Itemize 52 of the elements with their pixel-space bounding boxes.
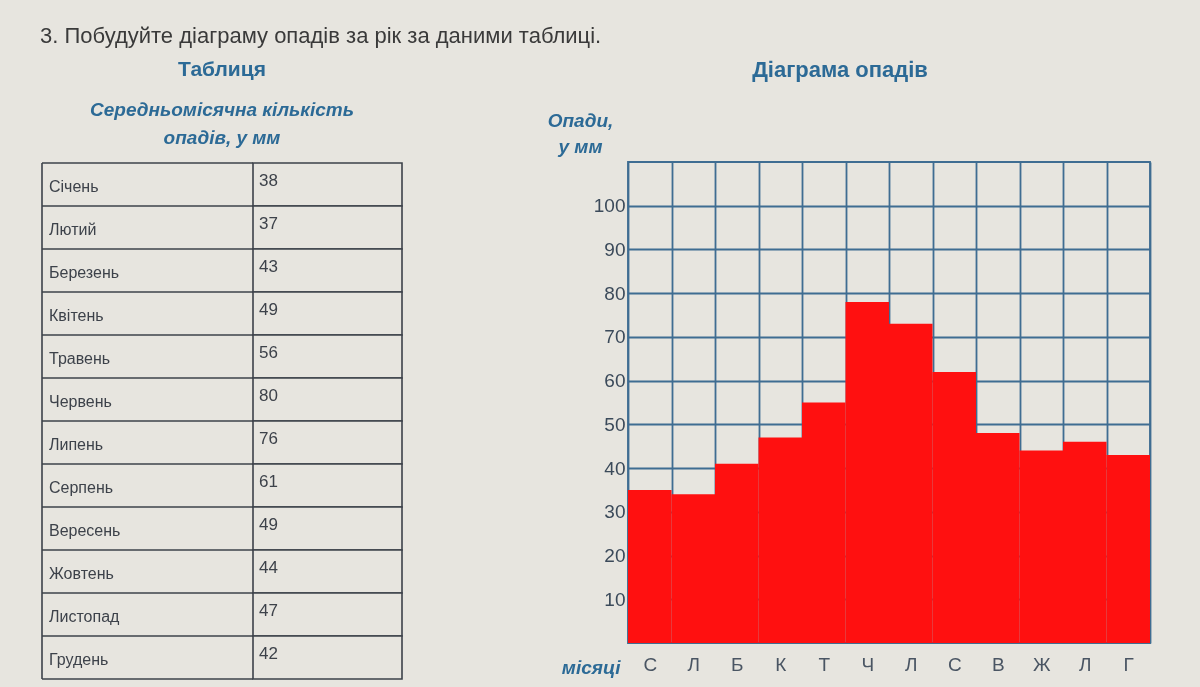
x-tick-label: Л bbox=[1079, 653, 1092, 675]
y-tick-label: Грудень bbox=[49, 650, 109, 668]
x-tick-label: Ж bbox=[1032, 653, 1051, 675]
y-tick-label: 90 bbox=[604, 238, 626, 260]
data-label: 80 bbox=[259, 385, 278, 405]
y-axis-title: Опади, у мм bbox=[547, 109, 614, 157]
y-tick-label: 40 bbox=[604, 457, 626, 479]
y-tick-label: 20 bbox=[604, 545, 626, 567]
data-label: 47 bbox=[259, 600, 278, 620]
data-label: 49 bbox=[259, 299, 278, 319]
y-tick-label: Березень bbox=[49, 263, 120, 281]
x-tick-label: С bbox=[947, 653, 962, 675]
data-label: 76 bbox=[259, 428, 278, 448]
y-tick-label: Червень bbox=[49, 392, 112, 410]
x-tick-label: Б bbox=[731, 653, 744, 675]
x-tick-label: К bbox=[775, 653, 787, 675]
y-tick-label: Листопад bbox=[49, 607, 121, 625]
x-tick-label: Ч bbox=[861, 653, 875, 675]
data-label: 42 bbox=[259, 643, 278, 663]
chart-title: Діаграма опадів bbox=[752, 57, 928, 82]
x-axis-title: місяці bbox=[561, 656, 622, 678]
x-tick-label: Т bbox=[818, 653, 831, 675]
data-label: 56 bbox=[259, 342, 278, 362]
y-tick-label: Лютий bbox=[49, 220, 97, 238]
data-label: 44 bbox=[259, 557, 278, 577]
data-label: 38 bbox=[259, 170, 278, 190]
y-tick-label: 100 bbox=[593, 195, 626, 217]
y-tick-label: Січень bbox=[49, 177, 99, 195]
y-tick-label: 60 bbox=[604, 370, 626, 392]
chart-subtitle: Середньомісячна кількість опадів, у мм bbox=[90, 99, 354, 148]
data-label: 61 bbox=[259, 471, 278, 491]
x-tick-label: В bbox=[991, 653, 1005, 675]
y-tick-label: 70 bbox=[604, 326, 626, 348]
text: 3. Побудуйте діаграму опадів за рік за даними таблиці. bbox=[40, 23, 602, 48]
x-tick-label: Г bbox=[1123, 653, 1134, 675]
y-tick-label: Серпень bbox=[49, 478, 114, 496]
data-label: 37 bbox=[259, 213, 278, 233]
y-tick-label: Липень bbox=[49, 435, 104, 453]
y-tick-label: 30 bbox=[604, 501, 626, 523]
y-tick-label: Вересень bbox=[49, 521, 121, 539]
data-label: 49 bbox=[259, 514, 278, 534]
y-tick-label: Квітень bbox=[49, 306, 104, 324]
y-tick-label: 10 bbox=[604, 588, 626, 610]
x-tick-label: Л bbox=[687, 653, 700, 675]
y-tick-label: 50 bbox=[604, 413, 626, 435]
y-tick-label: Жовтень bbox=[49, 564, 114, 582]
y-tick-label: Травень bbox=[49, 349, 111, 367]
x-tick-label: Л bbox=[905, 653, 918, 675]
y-tick-label: 80 bbox=[604, 282, 626, 304]
data-label: 43 bbox=[259, 256, 278, 276]
chart-title: Таблиця bbox=[178, 57, 266, 80]
x-tick-label: С bbox=[643, 653, 658, 675]
